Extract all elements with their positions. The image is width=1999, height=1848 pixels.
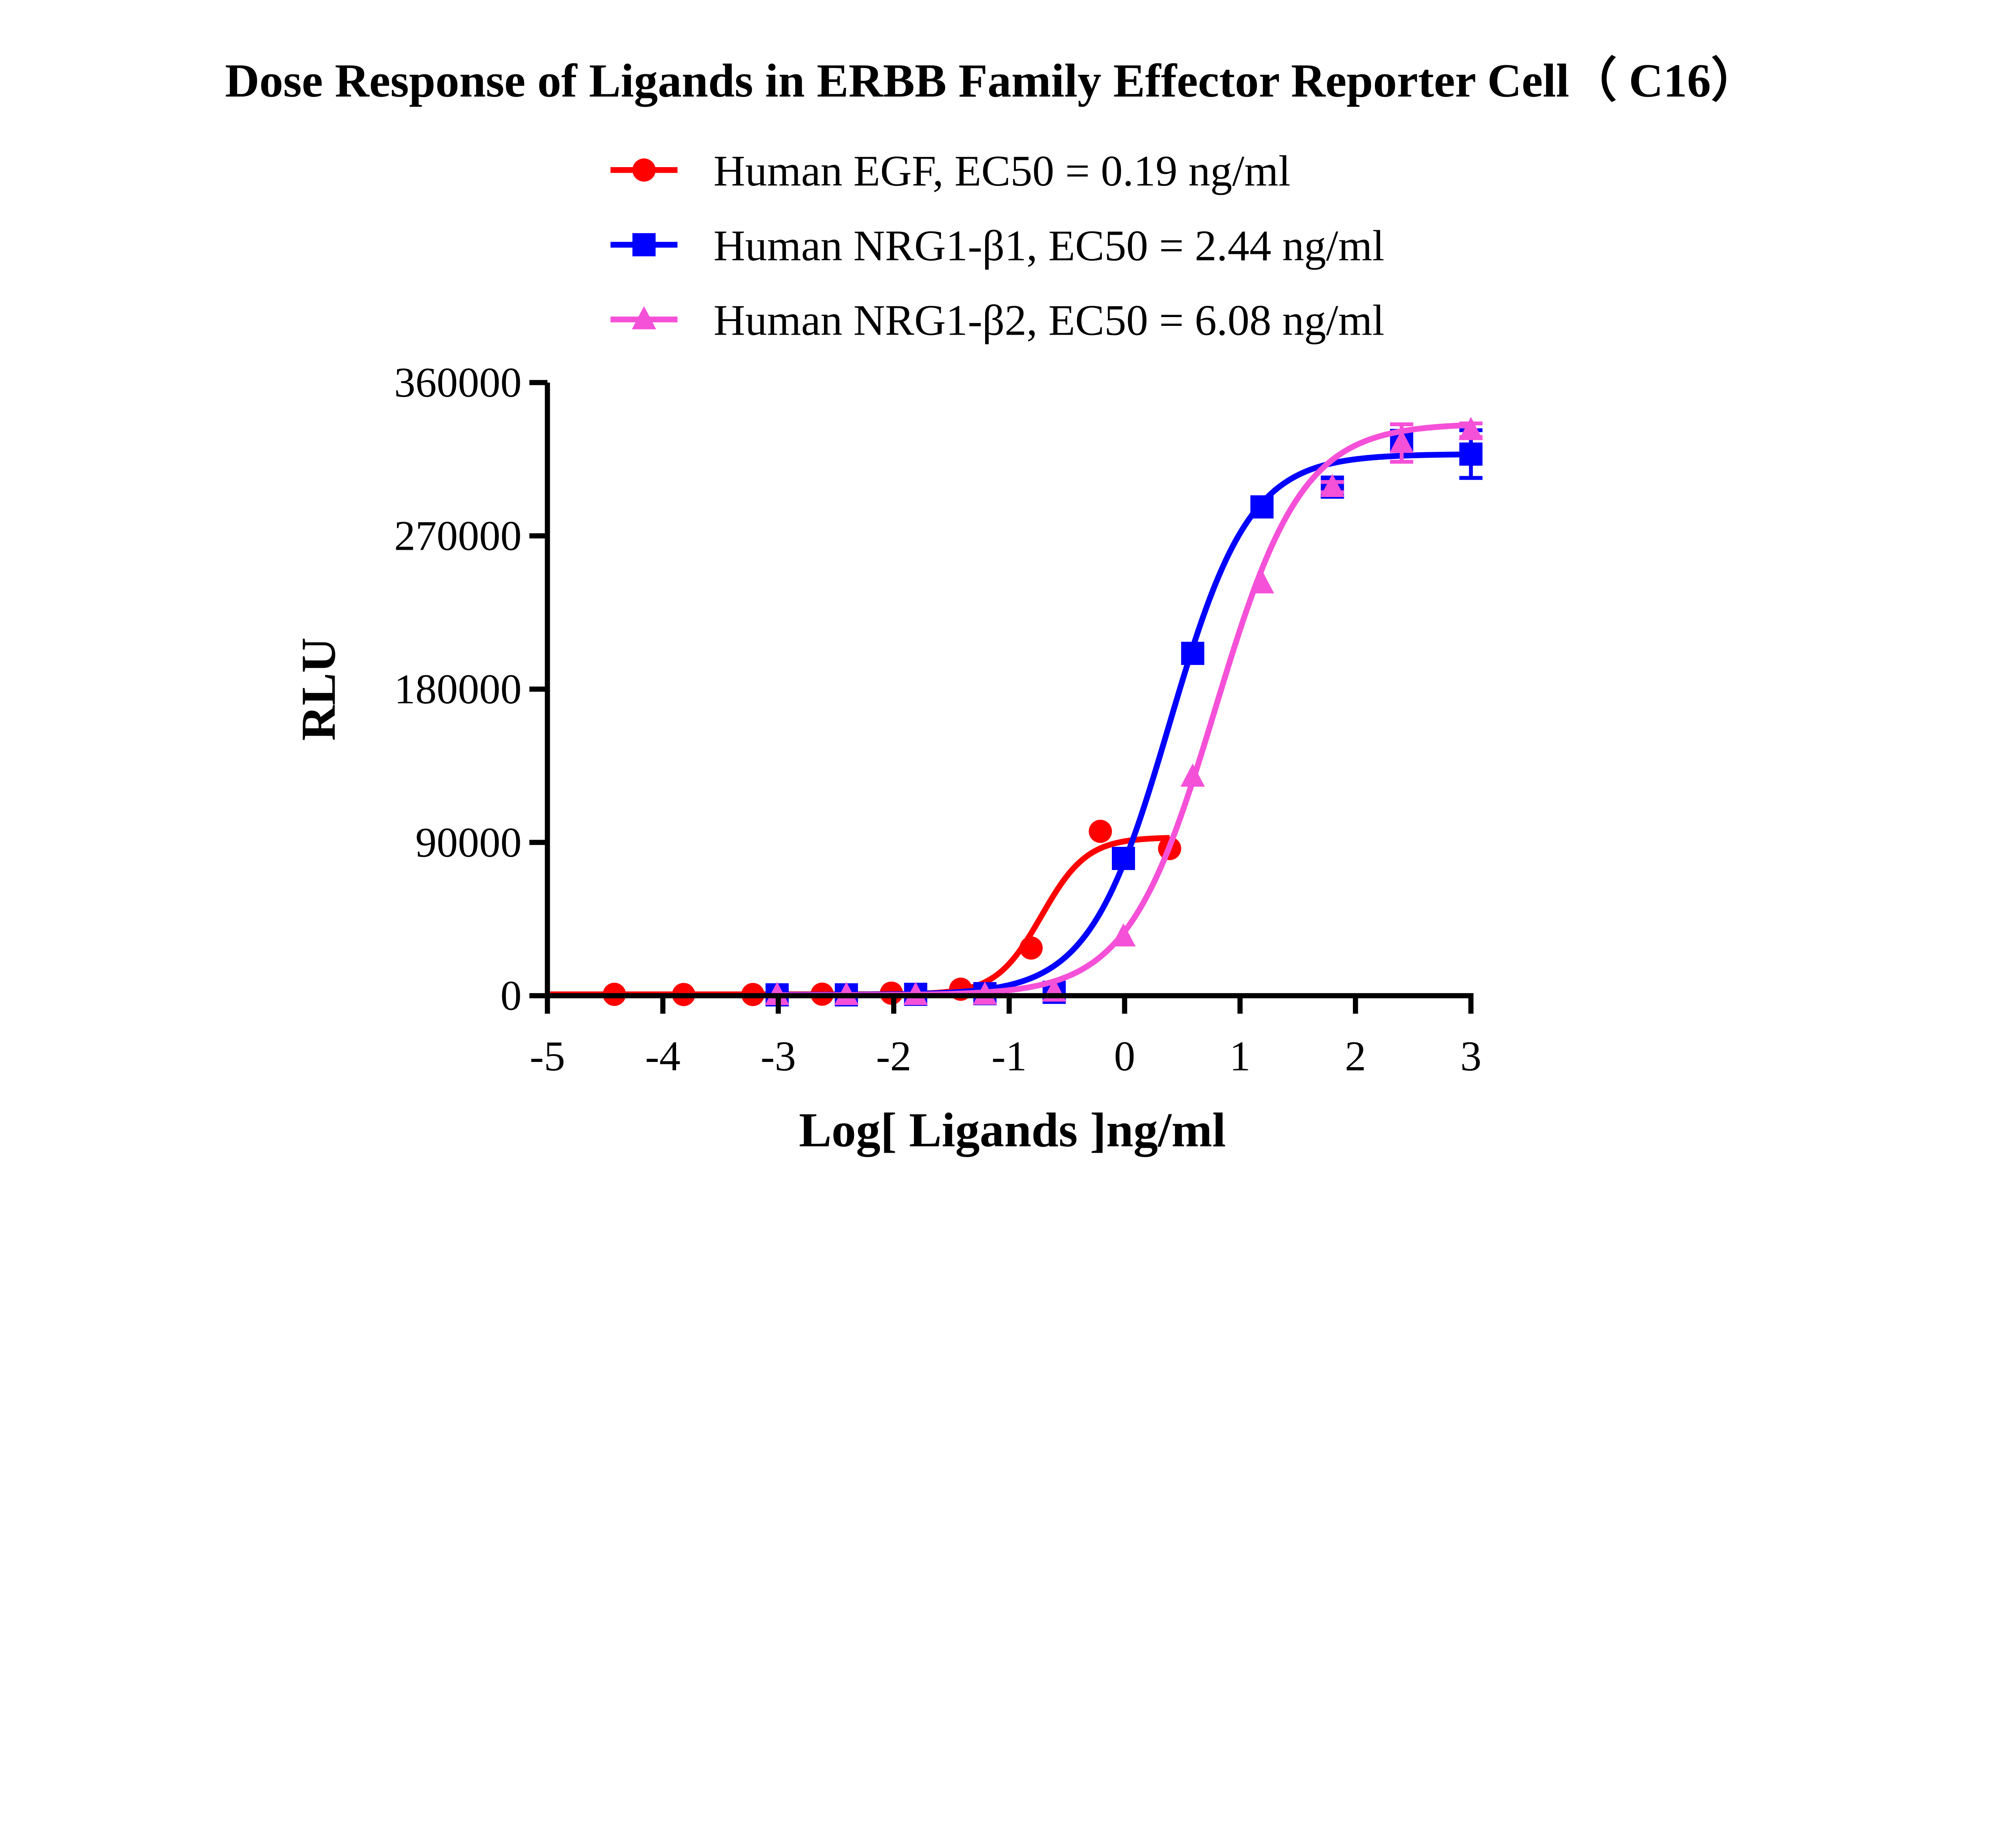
data-point [1180, 763, 1205, 787]
series-1 [547, 820, 1181, 1006]
y-tick-label: 90000 [415, 818, 522, 866]
x-tick-label: -2 [876, 1032, 912, 1080]
x-tick-label: 1 [1229, 1032, 1251, 1080]
y-tick-label: 360000 [394, 359, 522, 406]
x-tick-label: 3 [1460, 1032, 1482, 1080]
axes: -5 -4 -3 -2 -1 0 1 2 3 0 90000 180000 270000 360000 [394, 359, 1482, 1080]
data-point [1389, 429, 1414, 453]
fit-curve [777, 451, 1471, 998]
fit-curve [777, 422, 1471, 998]
y-tick-label: 180000 [394, 665, 522, 712]
series-2 [765, 428, 1483, 1007]
data-point [1250, 570, 1274, 594]
legend: Human EGF, EC50 = 0.19 ng/ml Human NRG1-β… [610, 146, 1385, 345]
y-axis-label: RLU [292, 637, 346, 740]
x-tick-label: -3 [760, 1032, 796, 1080]
legend-marker [632, 158, 656, 182]
x-axis-label: Log[ Ligands ]ng/ml [799, 1103, 1226, 1157]
series-3 [765, 417, 1483, 1005]
data-point [1089, 820, 1112, 843]
data-point [1459, 442, 1483, 466]
chart-title: Dose Response of Ligands in ERBB Family … [225, 54, 1759, 107]
y-tick-label: 270000 [394, 512, 522, 559]
legend-marker [632, 233, 656, 257]
data-point [1111, 923, 1136, 947]
data-point [1019, 936, 1043, 960]
legend-label: Human EGF, EC50 = 0.19 ng/ml [714, 146, 1291, 195]
plot-area [547, 417, 1483, 1007]
data-point [973, 981, 997, 1005]
x-tick-label: -1 [992, 1032, 1027, 1080]
legend-marker [632, 306, 656, 329]
legend-label: Human NRG1-β2, EC50 = 6.08 ng/ml [714, 296, 1385, 345]
x-tick-label: -5 [530, 1032, 565, 1080]
data-point [1181, 642, 1205, 665]
x-tick-label: -4 [645, 1032, 681, 1080]
data-point [1250, 495, 1274, 519]
x-tick-label: 2 [1345, 1032, 1366, 1080]
dose-response-chart: Dose Response of Ligands in ERBB Family … [225, 54, 1759, 1157]
data-point [1112, 846, 1135, 870]
y-tick-label: 0 [501, 972, 522, 1019]
legend-label: Human NRG1-β1, EC50 = 2.44 ng/ml [714, 221, 1385, 270]
data-point [1320, 474, 1345, 497]
x-tick-label: 0 [1114, 1032, 1135, 1080]
data-point [1458, 417, 1483, 440]
